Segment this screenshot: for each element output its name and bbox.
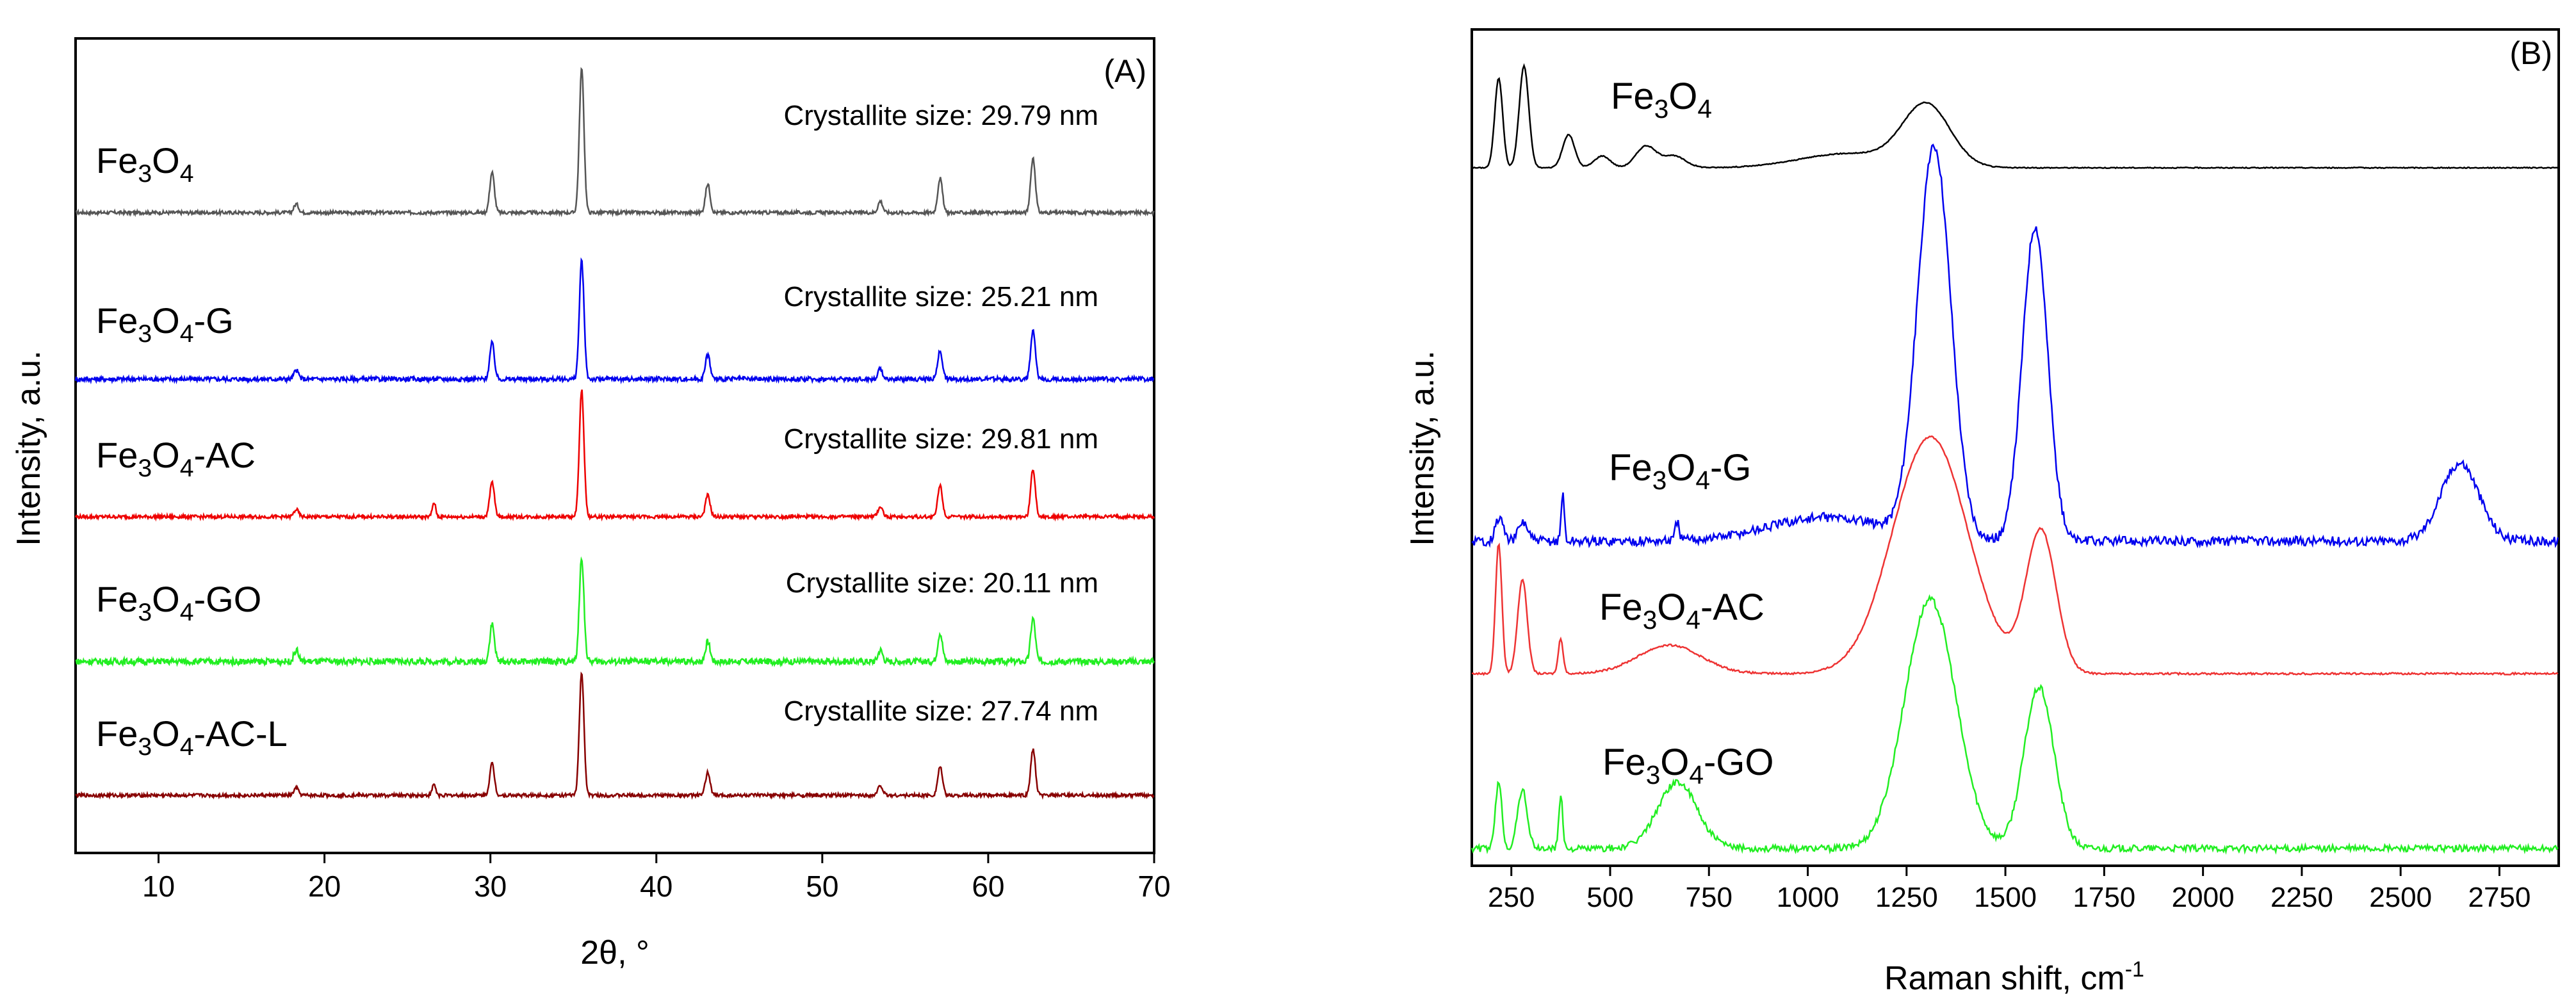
panel-a-crystallite-annotation: Crystallite size: 25.21 nm	[783, 281, 1098, 312]
panel-b-x-tick-label: 500	[1586, 882, 1633, 913]
panel-a-series-label: Fe3O4-G	[96, 300, 234, 348]
panel-b-x-tick-label: 2500	[2369, 882, 2432, 913]
panel-b-series	[1471, 63, 2559, 855]
panel-a-x-tick-label: 60	[972, 870, 1004, 903]
panel-b-x-tick-label: 750	[1686, 882, 1732, 913]
panel-a-series-labels: Fe3O4 Crystallite size: 29.79 nm Fe3O4-G Cr…	[96, 100, 1098, 761]
panel-b-x-tick-label: 2750	[2468, 882, 2531, 913]
panel-b-x-tick-label: 1500	[1974, 882, 2037, 913]
panel-a-x-tick-label: 30	[474, 870, 507, 903]
panel-b-series-label: Fe3O4-G	[1609, 447, 1751, 495]
panel-b-series-labels: Fe3O4 Fe3O4-G Fe3O4-AC Fe3O4-GO	[1599, 76, 1774, 790]
panel-a-x-ticks: 10 20 30 40 50 60 70	[142, 853, 1171, 903]
panel-b-series-label: Fe3O4-GO	[1602, 742, 1774, 790]
panel-b-x-axis-label: Raman shift, cm-1	[1884, 957, 2144, 997]
panel-a-x-tick-label: 10	[142, 870, 175, 903]
panel-a-series	[74, 67, 1155, 800]
panel-a-series-label: Fe3O4-AC	[96, 435, 256, 482]
panel-b-x-tick-label: 2250	[2270, 882, 2333, 913]
panel-a-series-line	[74, 389, 1155, 522]
panel-b-series-line	[1471, 143, 2559, 549]
panel-a-crystallite-annotation: Crystallite size: 29.81 nm	[783, 423, 1098, 455]
panel-a-crystallite-annotation: Crystallite size: 27.74 nm	[783, 695, 1098, 727]
panel-b-series-label: Fe3O4	[1611, 76, 1712, 124]
panel-b-series-line	[1471, 435, 2559, 676]
panel-b-series-line	[1471, 594, 2559, 855]
panel-a-xrd: (A) 10 20 30 40 50 60 70 Fe3O4 Crystallite size…	[10, 37, 1171, 971]
panel-a-y-axis-label: Intensity, a.u.	[10, 350, 47, 546]
panel-a-series-line	[74, 671, 1155, 800]
panel-a-x-tick-label: 20	[308, 870, 341, 903]
panel-a-series-label: Fe3O4-AC-L	[96, 713, 288, 761]
panel-b-x-tick-label: 1250	[1875, 882, 1938, 913]
panel-a-series-line	[74, 257, 1155, 385]
panel-b-frame	[1471, 28, 2560, 867]
panel-b-x-tick-label: 1750	[2073, 882, 2135, 913]
panel-b-label: (B)	[2509, 35, 2552, 71]
panel-a-series-line	[75, 556, 1155, 668]
panel-a-series-label: Fe3O4	[96, 140, 194, 188]
panel-b-y-axis-label: Intensity, a.u.	[1404, 350, 1441, 546]
panel-b-raman: (B) 250 500 750 1000 1250 1500 1750 2000 2250 250…	[1404, 28, 2560, 997]
panel-a-x-tick-label: 40	[640, 870, 673, 903]
panel-a-series-line	[75, 67, 1155, 218]
panel-b-x-tick-label: 1000	[1777, 882, 1839, 913]
panel-b-series-line	[1471, 63, 2558, 170]
panel-b-series-label: Fe3O4-AC	[1599, 587, 1765, 635]
panel-a-series-label: Fe3O4-GO	[96, 579, 261, 626]
panel-a-crystallite-annotation: Crystallite size: 20.11 nm	[786, 567, 1098, 599]
panel-a-x-axis-label: 2θ, °	[580, 934, 649, 971]
panel-b-x-ticks: 250 500 750 1000 1250 1500 1750 2000 2250 2500 275…	[1488, 866, 2531, 913]
panel-a-frame	[74, 37, 1155, 854]
panel-b-x-tick-label: 250	[1488, 882, 1535, 913]
panel-a-x-tick-label: 50	[806, 870, 838, 903]
panel-b-x-tick-label: 2000	[2172, 882, 2235, 913]
panel-a-label: (A)	[1104, 53, 1146, 89]
panel-a-crystallite-annotation: Crystallite size: 29.79 nm	[783, 100, 1098, 131]
panel-a-x-tick-label: 70	[1137, 870, 1170, 903]
